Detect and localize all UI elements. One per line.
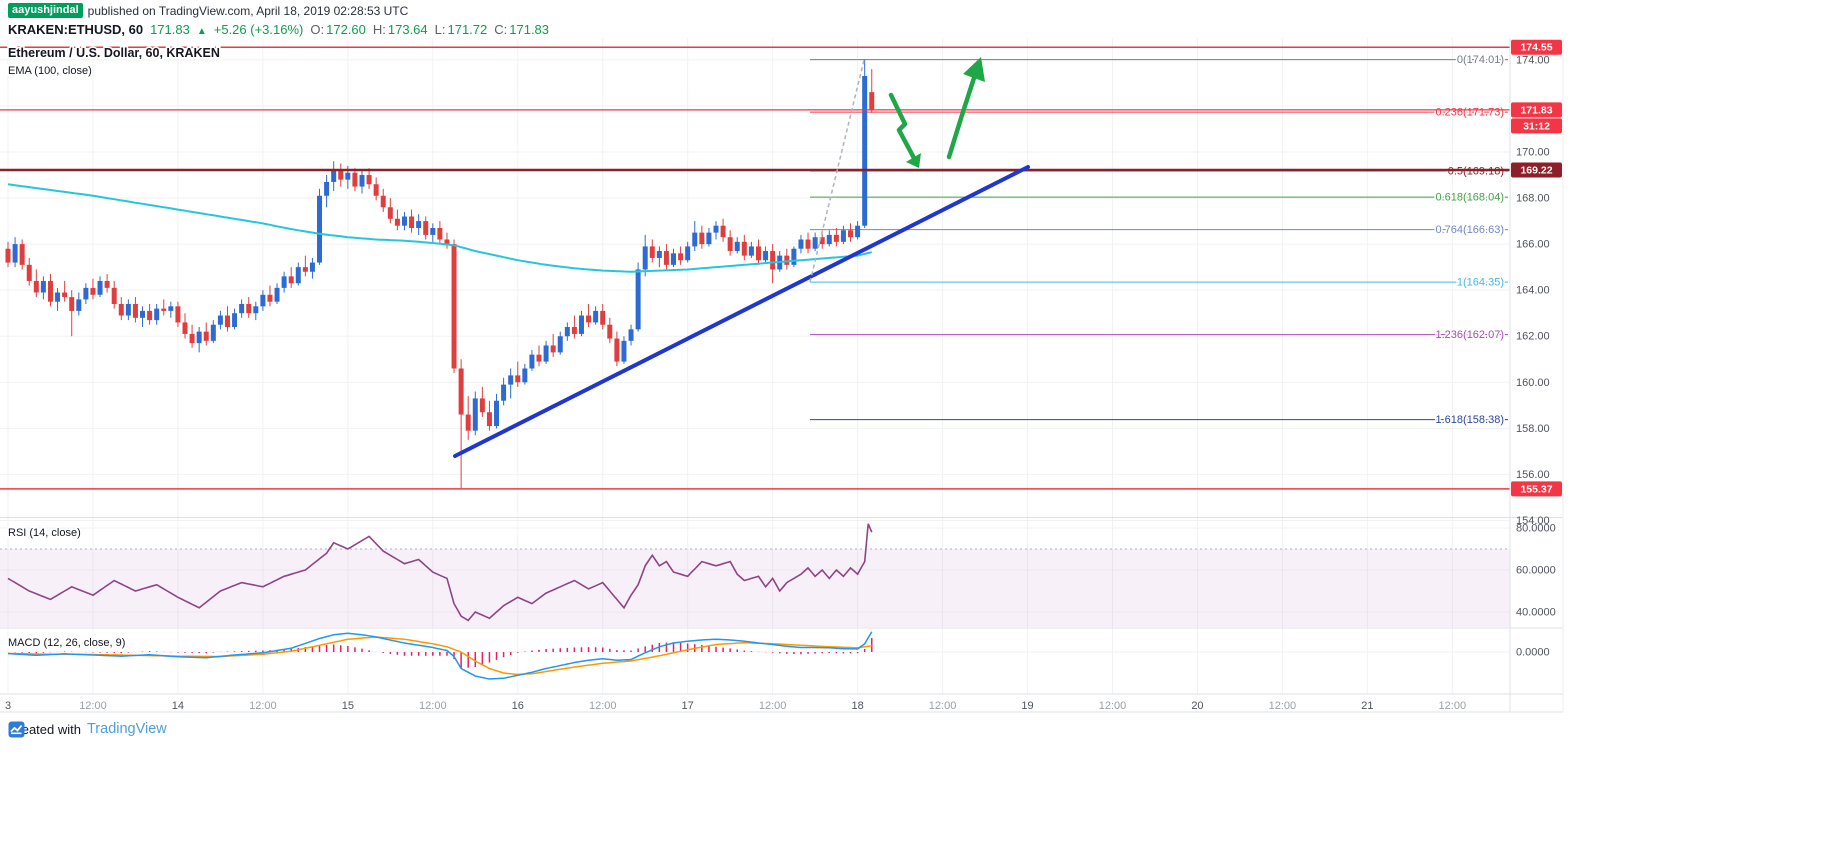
time-tick-label: 12:00 bbox=[1269, 700, 1297, 712]
pane-titles: Ethereum / U.S. Dollar, 60, KRAKEN EMA (1… bbox=[7, 45, 222, 651]
fib-level-label: 0.618(168.04) bbox=[1436, 192, 1505, 204]
time-tick-label: 18 bbox=[851, 700, 863, 712]
time-tick-label: 17 bbox=[682, 700, 694, 712]
tradingview-wordmark: TradingView bbox=[86, 721, 167, 737]
publisher-link[interactable]: aayushjindal bbox=[8, 3, 83, 18]
price-tick-label: 154.00 bbox=[1516, 515, 1550, 527]
time-tick-label: 12:00 bbox=[249, 700, 277, 712]
fib-level-label: 0.5(169.18) bbox=[1448, 165, 1504, 177]
ema-line bbox=[7, 183, 873, 273]
snapshot-header: aayushjindal published on TradingView.co… bbox=[8, 3, 549, 37]
fib-trend-dashed bbox=[809, 59, 865, 283]
time-tick-label: 12:00 bbox=[759, 700, 787, 712]
rsi-tick-label: 80.0000 bbox=[1516, 523, 1556, 535]
price-tick-label: 166.00 bbox=[1516, 239, 1550, 251]
price-tick-label: 170.00 bbox=[1516, 146, 1550, 158]
symbol-line: KRAKEN:ETHUSD, 60 171.83 ▲ +5.26 (+3.16%… bbox=[8, 22, 549, 37]
time-tick-label: 3 bbox=[5, 700, 11, 712]
time-tick-label: 12:00 bbox=[1099, 700, 1127, 712]
price-tick-label: 156.00 bbox=[1516, 469, 1550, 481]
time-tick-label: 12:00 bbox=[419, 700, 447, 712]
fib-level-label: 1.236(162.07) bbox=[1436, 329, 1505, 341]
fib-level-label: 1(164.35) bbox=[1457, 277, 1504, 289]
tradingview-link[interactable]: TradingView bbox=[8, 721, 167, 738]
price-badge-label: 31:12 bbox=[1523, 120, 1550, 132]
price-tick-label: 164.00 bbox=[1516, 285, 1550, 297]
tradingview-logo bbox=[8, 721, 25, 738]
published-text: published on TradingView.com, April 18, … bbox=[87, 3, 409, 18]
high-value: 173.64 bbox=[387, 22, 428, 37]
fib-level-label: 1.618(158.38) bbox=[1436, 414, 1505, 426]
change-up-icon: ▲ bbox=[196, 26, 207, 37]
rsi-tick-label: 40.0000 bbox=[1516, 607, 1556, 619]
price-badge bbox=[1511, 102, 1562, 118]
rsi-line bbox=[7, 523, 873, 622]
rsi-band bbox=[0, 548, 1510, 627]
fib-retracement: 0(174.01) 0.236(171.73) 0.5(169.18) 0.618(1… bbox=[810, 53, 1508, 428]
rsi-indicator-label: RSI (14, close) bbox=[8, 527, 81, 539]
price-tick-label: 160.00 bbox=[1516, 377, 1550, 389]
time-tick-label: 20 bbox=[1191, 700, 1203, 712]
price-badge-label: 169.22 bbox=[1520, 164, 1552, 176]
zigzag-arrow-head bbox=[906, 153, 921, 168]
macd bbox=[7, 631, 873, 680]
symbol-name: KRAKEN:ETHUSD, 60 bbox=[8, 22, 144, 37]
low-label: L: bbox=[434, 22, 446, 37]
open-value: 172.60 bbox=[326, 22, 366, 37]
fib-level-label: 0.236(171.73) bbox=[1436, 107, 1505, 119]
snapshot-footer: Created with TradingView bbox=[8, 721, 167, 738]
up-arrow-head bbox=[963, 57, 985, 82]
time-axis: 3 12:00 14 12:00 15 12:00 16 12:00 17 12:00 18 12:0… bbox=[5, 700, 1466, 712]
ema-indicator-label: EMA (100, close) bbox=[8, 65, 92, 77]
separators bbox=[0, 38, 1564, 713]
pane-title: Ethereum / U.S. Dollar, 60, KRAKEN bbox=[8, 46, 220, 60]
time-tick-label: 19 bbox=[1021, 700, 1033, 712]
price-change: +5.26 (+3.16%) bbox=[213, 22, 304, 37]
annotations bbox=[453, 57, 1030, 458]
price-badge-label: 155.37 bbox=[1520, 483, 1552, 495]
price-badge-label: 171.83 bbox=[1520, 104, 1552, 116]
price-badge-label: 174.55 bbox=[1520, 42, 1552, 54]
fib-level-label: 0.764(166.63) bbox=[1436, 224, 1505, 236]
time-tick-label: 12:00 bbox=[929, 700, 957, 712]
rsi-tick-label: 60.0000 bbox=[1516, 565, 1556, 577]
price-badge bbox=[1511, 481, 1562, 497]
time-tick-label: 15 bbox=[342, 700, 354, 712]
fib-level-label: 0(174.01) bbox=[1457, 54, 1504, 66]
created-with-text: Created with bbox=[8, 721, 81, 737]
price-tick-label: 168.00 bbox=[1516, 193, 1550, 205]
macd-tick-label: 0.0000 bbox=[1516, 647, 1550, 659]
price-tick-label: 162.00 bbox=[1516, 331, 1550, 343]
last-price: 171.83 bbox=[150, 22, 190, 37]
low-value: 171.72 bbox=[447, 22, 488, 37]
trendline bbox=[453, 165, 1030, 458]
macd-indicator-label: MACD (12, 26, close, 9) bbox=[8, 637, 125, 649]
attribution-line: aayushjindal published on TradingView.co… bbox=[8, 3, 549, 18]
close-label: C: bbox=[494, 22, 508, 37]
price-tick-label: 174.00 bbox=[1516, 54, 1550, 66]
time-tick-label: 16 bbox=[512, 700, 524, 712]
time-tick-label: 12:00 bbox=[589, 700, 617, 712]
open-label: O: bbox=[310, 22, 325, 37]
time-tick-label: 12:00 bbox=[79, 700, 107, 712]
close-value: 171.83 bbox=[509, 22, 550, 37]
price-badge bbox=[1511, 162, 1562, 178]
price-axis: 174.00 170.00 168.00 166.00 164.00 162.00 160.… bbox=[1516, 54, 1556, 658]
price-tick-label: 158.00 bbox=[1516, 423, 1550, 435]
price-badge bbox=[1511, 118, 1562, 134]
candles bbox=[5, 59, 875, 489]
zigzag-arrow bbox=[888, 92, 917, 161]
time-tick-label: 21 bbox=[1361, 700, 1373, 712]
up-arrow bbox=[946, 75, 977, 160]
horizontal-lines bbox=[0, 46, 1510, 490]
price-badges: 174.55 171.83 31:12 169.22 155.37 bbox=[1511, 39, 1562, 497]
time-tick-label: 12:00 bbox=[1439, 700, 1467, 712]
high-label: H: bbox=[372, 22, 386, 37]
price-badge bbox=[1511, 39, 1562, 55]
time-tick-label: 14 bbox=[172, 700, 184, 712]
